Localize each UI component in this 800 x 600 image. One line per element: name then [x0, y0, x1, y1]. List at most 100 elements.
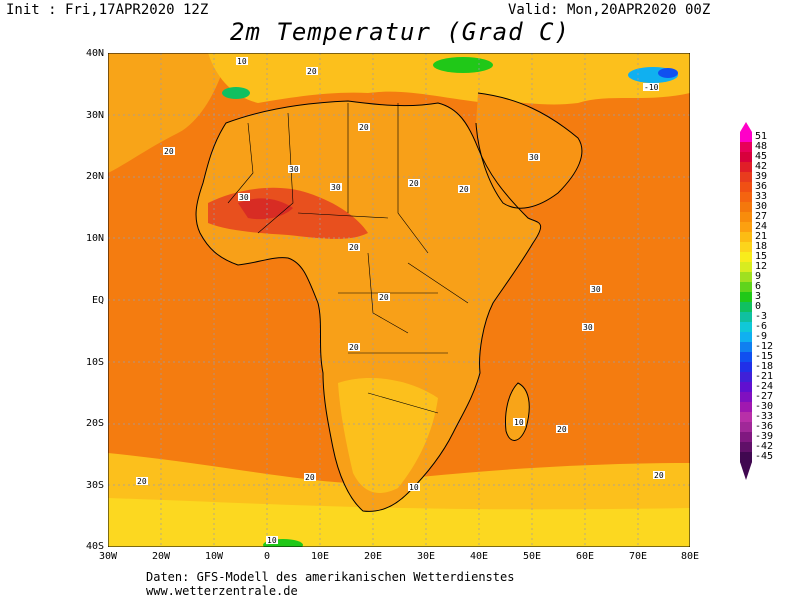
svg-text:-10: -10	[644, 83, 659, 92]
legend-cell	[740, 182, 752, 193]
svg-text:30: 30	[591, 285, 601, 294]
contour-label: 20	[653, 471, 665, 480]
legend-value: -36	[755, 421, 774, 432]
legend-cell	[740, 362, 752, 373]
madagascar	[505, 383, 530, 441]
lon-label: 40E	[469, 551, 489, 562]
legend-cell	[740, 382, 752, 393]
footer-url: www.wetterzentrale.de	[146, 584, 298, 598]
legend-cell	[740, 402, 752, 413]
contour-label: 20	[163, 147, 175, 156]
legend-value: 21	[755, 231, 768, 242]
lon-label: 80E	[680, 551, 700, 562]
legend-value: 33	[755, 191, 768, 202]
legend-cell	[740, 242, 752, 253]
contour-label: 20	[136, 477, 148, 486]
contour-label: -10	[643, 83, 659, 92]
legend-cell	[740, 352, 752, 363]
svg-text:30: 30	[239, 193, 249, 202]
legend-value: -27	[755, 391, 774, 402]
lat-label: 30N	[85, 110, 104, 121]
legend-value: -45	[755, 451, 774, 462]
label-text: 10	[237, 57, 247, 66]
legend-value: -30	[755, 401, 774, 412]
svg-text:30: 30	[289, 165, 299, 174]
svg-text:10: 10	[267, 536, 277, 545]
legend-arrow-top	[740, 122, 752, 132]
legend-cell	[740, 272, 752, 283]
legend-cell	[740, 442, 752, 453]
arabia-coastline	[475, 92, 583, 209]
lat-label: 40S	[85, 541, 104, 552]
cold-spot-pamir	[658, 68, 678, 78]
legend-cell	[740, 142, 752, 153]
contour-label: 20	[348, 243, 360, 252]
lon-label: 20W	[151, 551, 171, 562]
lat-label: 30S	[85, 480, 104, 491]
legend-value: -3	[755, 311, 768, 322]
legend-cell	[740, 172, 752, 183]
lon-label: 70E	[628, 551, 648, 562]
legend-value: -9	[755, 331, 768, 342]
contour-label: 20	[408, 179, 420, 188]
legend-value: 51	[755, 131, 768, 142]
svg-text:20: 20	[409, 179, 419, 188]
legend-cell	[740, 232, 752, 243]
svg-text:20: 20	[305, 473, 315, 482]
legend-value: 48	[755, 141, 768, 152]
contour-label: 30	[590, 285, 602, 294]
lat-label: EQ	[91, 295, 104, 306]
svg-text:10: 10	[409, 483, 419, 492]
svg-text:30: 30	[529, 153, 539, 162]
svg-text:20: 20	[307, 67, 317, 76]
contour-label: 10	[266, 536, 278, 545]
legend-value: 42	[755, 161, 768, 172]
lat-label: 20N	[85, 171, 104, 182]
legend-cell	[740, 322, 752, 333]
svg-text:20: 20	[349, 243, 359, 252]
svg-text:20: 20	[349, 343, 359, 352]
contour-label: 30	[528, 153, 540, 162]
lon-label: 20E	[363, 551, 383, 562]
lon-label: 60E	[575, 551, 595, 562]
lon-label: 30E	[416, 551, 436, 562]
legend-cell	[740, 132, 752, 143]
madagascar-coastline	[505, 382, 530, 441]
svg-text:20: 20	[359, 123, 369, 132]
legend-cell	[740, 312, 752, 323]
init-time: Init : Fri,17APR2020 12Z	[6, 2, 209, 18]
legend-value: 12	[755, 261, 768, 272]
legend-arrow-bottom	[740, 462, 752, 480]
south-africa-cool	[338, 378, 438, 493]
legend-cell	[740, 202, 752, 213]
legend-value: -33	[755, 411, 774, 422]
legend-value: 24	[755, 221, 768, 232]
lon-label: 10W	[204, 551, 224, 562]
cool-band-south-2	[108, 498, 690, 547]
contour-label: 10	[236, 57, 248, 66]
lon-label: 10E	[310, 551, 330, 562]
legend-value: 6	[755, 281, 762, 292]
contour-label: 30	[238, 193, 250, 202]
legend-cell	[740, 332, 752, 343]
contour-label: 30	[288, 165, 300, 174]
legend-cell	[740, 212, 752, 223]
contour-label: 20	[306, 67, 318, 76]
legend-cell	[740, 372, 752, 383]
india	[648, 113, 690, 218]
lat-label: 10S	[85, 357, 104, 368]
legend-cell	[740, 162, 752, 173]
contour-label: 20	[458, 185, 470, 194]
svg-text:20: 20	[164, 147, 174, 156]
lon-label: 50E	[522, 551, 542, 562]
legend-value: -12	[755, 341, 774, 352]
africa-coastline	[195, 100, 542, 512]
legend-value: 30	[755, 201, 768, 212]
legend-value: 27	[755, 211, 768, 222]
contour-label: 30	[330, 183, 342, 192]
legend-value: -39	[755, 431, 774, 442]
contour-label: 10	[408, 483, 420, 492]
svg-text:20: 20	[654, 471, 664, 480]
contour-label: 20	[378, 293, 390, 302]
europe-area	[208, 53, 690, 105]
